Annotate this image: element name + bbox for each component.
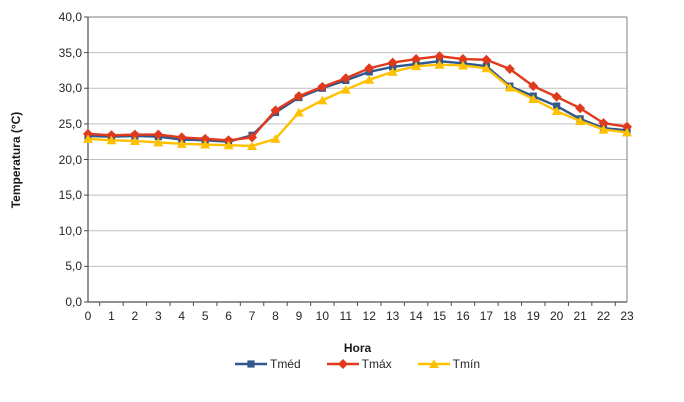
y-tick-label: 30,0 [58,81,82,96]
legend-label: Tméd [269,357,301,371]
y-tick-label: 15,0 [58,188,82,203]
marker-triangle [317,95,328,105]
marker-diamond [106,130,117,141]
x-tick-label: 0 [84,309,92,323]
marker-diamond [83,128,93,139]
marker-triangle [223,140,234,150]
x-tick-label: 3 [154,309,162,323]
marker-diamond [504,64,515,75]
y-tick-label: 40,0 [58,10,82,24]
marker-diamond [411,54,422,65]
x-tick-label: 14 [409,309,423,323]
y-tick-label: 0,0 [65,295,82,309]
x-tick-label: 13 [385,309,400,323]
y-tick-label: 25,0 [58,116,82,131]
marker-triangle [434,60,445,69]
x-tick-label: 19 [526,309,540,323]
marker-diamond [153,129,164,140]
marker-triangle [106,135,117,145]
marker-diamond [575,103,586,114]
marker-diamond [481,54,492,65]
marker-diamond [223,135,234,146]
marker-diamond [622,121,632,132]
marker-triangle [457,60,468,70]
marker-triangle [129,136,140,145]
series-line-Tmáx [86,54,629,142]
marker-triangle [340,85,351,94]
y-tick-label: 10,0 [58,223,82,238]
marker-triangle [293,107,304,117]
legend-marker-triangle-icon [417,359,450,368]
legend-marker-square-icon [234,360,267,368]
marker-triangle [153,137,164,147]
y-axis-title: Temperatura (°C) [9,111,23,209]
marker-triangle [83,134,93,143]
marker-triangle [504,82,515,92]
marker-triangle [411,61,422,71]
marker-triangle [270,134,281,143]
marker-triangle [598,124,609,134]
legend-label: Tmín [452,357,481,371]
x-tick-label: 17 [479,309,494,323]
marker-diamond [247,132,258,143]
marker-triangle [176,139,187,148]
legend-item-Tméd: Tméd [234,357,301,371]
marker-diamond [364,63,375,74]
x-tick-label: 6 [225,309,232,323]
marker-diamond [340,73,351,84]
marker-triangle [247,141,258,150]
x-tick-label: 11 [339,309,353,323]
marker-diamond [293,91,304,102]
series-line-Tméd [86,59,629,143]
x-tick-label: 15 [432,309,447,323]
x-axis-title: Hora [343,341,372,355]
marker-triangle [575,116,586,126]
marker-diamond [457,54,468,65]
marker-triangle [551,106,562,116]
marker-diamond [200,133,211,144]
marker-diamond [551,91,562,102]
x-tick-label: 21 [573,309,587,323]
x-tick-label: 2 [131,309,139,323]
x-tick-label: 12 [362,309,376,323]
marker-diamond [598,118,609,129]
marker-diamond [434,51,445,62]
marker-triangle [622,127,632,137]
marker-diamond [270,105,281,116]
x-tick-label: 18 [503,309,517,323]
marker-triangle [528,94,539,103]
marker-diamond [129,129,140,140]
chart-legend: Tméd Tmáx Tmín [88,357,627,371]
marker-diamond [528,81,539,92]
marker-triangle [481,63,492,73]
x-tick-label: 16 [456,309,470,323]
y-tick-label: 35,0 [58,45,82,60]
x-tick-label: 9 [295,309,303,323]
marker-triangle [387,67,398,76]
marker-diamond [176,132,187,143]
legend-marker-diamond-icon [326,359,359,369]
x-tick-label: 7 [248,309,256,323]
x-tick-label: 10 [315,309,330,323]
y-tick-label: 20,0 [58,152,82,167]
x-tick-label: 4 [178,309,186,323]
marker-diamond [317,81,328,92]
x-tick-label: 23 [620,309,634,323]
x-tick-label: 5 [201,309,209,323]
marker-triangle [364,75,375,84]
series-line-Tmín [86,63,629,148]
marker-diamond [387,57,398,68]
x-tick-label: 22 [596,309,611,323]
legend-label: Tmáx [361,357,392,371]
x-tick-label: 1 [108,309,115,323]
legend-item-Tmáx: Tmáx [326,357,392,371]
marker-square [553,102,561,110]
x-tick-label: 8 [272,309,279,323]
marker-triangle [200,139,211,149]
y-tick-label: 5,0 [65,259,82,274]
x-tick-label: 20 [550,309,564,323]
legend-item-Tmín: Tmín [417,357,481,371]
